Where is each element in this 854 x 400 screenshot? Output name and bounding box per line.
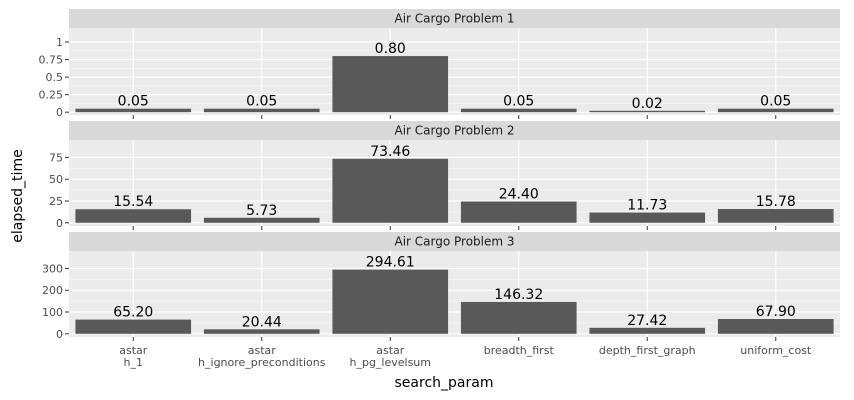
x-tick-label-line: uniform_cost <box>740 344 812 357</box>
bar <box>589 212 706 223</box>
facet-strip <box>69 9 840 28</box>
facet-strip <box>69 121 840 140</box>
bar <box>589 327 706 334</box>
y-tick-label: 0 <box>56 328 63 341</box>
x-tick-label: depth_first_graph <box>599 344 696 357</box>
bar <box>203 329 320 334</box>
facet-title: Air Cargo Problem 3 <box>394 235 514 249</box>
facets-group: Air Cargo Problem 1 0 0.25 0.5 0.75 1 0.05 0.05… <box>39 9 840 341</box>
facet-title: Air Cargo Problem 2 <box>394 124 514 138</box>
x-tick-label: astar h_ignore_preconditions <box>198 344 326 369</box>
y-tick-label: 75 <box>49 151 63 164</box>
x-tick-label-line: depth_first_graph <box>599 344 696 357</box>
bar <box>75 319 192 334</box>
data-label: 73.46 <box>370 144 410 160</box>
x-tick-label-line: h_ignore_preconditions <box>198 356 326 369</box>
bar <box>460 108 577 113</box>
facet-strip <box>69 232 840 251</box>
x-tick-label: astar h_1 <box>119 344 148 369</box>
data-label: 20.44 <box>242 314 282 330</box>
x-axis-title: search_param <box>395 375 494 391</box>
y-tick-label: 1 <box>56 36 63 49</box>
data-label: 146.32 <box>494 287 543 303</box>
data-label: 15.54 <box>113 194 153 210</box>
bar <box>332 56 449 113</box>
x-tick-label-line: astar <box>376 344 405 357</box>
x-tick-label: astar h_pg_levelsum <box>349 344 431 369</box>
bar <box>460 301 577 334</box>
bar <box>717 108 834 113</box>
facet-panel: Air Cargo Problem 1 0 0.25 0.5 0.75 1 0.05 0.05… <box>39 9 840 119</box>
data-label: 67.90 <box>756 304 796 320</box>
bar <box>203 108 320 113</box>
panel-background <box>69 28 840 115</box>
x-tick-label-line: h_1 <box>124 356 143 369</box>
x-tick-label-line: astar <box>248 344 277 357</box>
data-label: 5.73 <box>246 203 277 219</box>
bar <box>589 110 706 113</box>
x-tick-label-line: h_pg_levelsum <box>349 356 431 369</box>
data-label: 24.40 <box>499 187 539 203</box>
data-label: 0.05 <box>118 94 149 110</box>
bar <box>75 108 192 113</box>
y-tick-label: 0.75 <box>39 54 64 67</box>
x-tick-label-line: astar <box>119 344 148 357</box>
x-tick-label: breadth_first <box>484 344 555 357</box>
facet-title: Air Cargo Problem 1 <box>394 12 514 26</box>
x-tick-label-line: breadth_first <box>484 344 555 357</box>
y-tick-label: 25 <box>49 195 63 208</box>
data-label: 0.02 <box>632 96 663 112</box>
y-tick-label: 0 <box>56 217 63 230</box>
data-label: 65.20 <box>113 305 153 321</box>
data-label: 27.42 <box>627 313 667 329</box>
bar <box>332 158 449 223</box>
y-tick-label: 200 <box>42 284 63 297</box>
bar <box>75 209 192 223</box>
data-label: 0.80 <box>375 41 406 57</box>
bar <box>203 217 320 223</box>
data-label: 0.05 <box>503 94 534 110</box>
y-axis-title: elapsed_time <box>10 149 26 242</box>
facet-panel: Air Cargo Problem 2 0 25 50 75 15.54 5.73 73.46… <box>49 121 840 230</box>
data-label: 294.61 <box>366 255 415 271</box>
y-tick-label: 50 <box>49 173 63 186</box>
y-tick-label: 100 <box>42 306 63 319</box>
bar <box>717 209 834 223</box>
y-tick-label: 0.25 <box>39 89 64 102</box>
facet-panel: Air Cargo Problem 3 0 100 200 300 65.20 20.44 2… <box>42 232 840 341</box>
data-label: 0.05 <box>246 94 277 110</box>
data-label: 11.73 <box>627 198 667 214</box>
y-tick-label: 0 <box>56 106 63 119</box>
x-tick-label: uniform_cost <box>740 344 812 357</box>
data-label: 15.78 <box>756 194 796 210</box>
bar <box>717 319 834 334</box>
bar <box>332 269 449 334</box>
y-tick-label: 0.5 <box>46 71 64 84</box>
data-label: 0.05 <box>760 94 791 110</box>
bar <box>460 201 577 223</box>
y-tick-label: 300 <box>42 262 63 275</box>
